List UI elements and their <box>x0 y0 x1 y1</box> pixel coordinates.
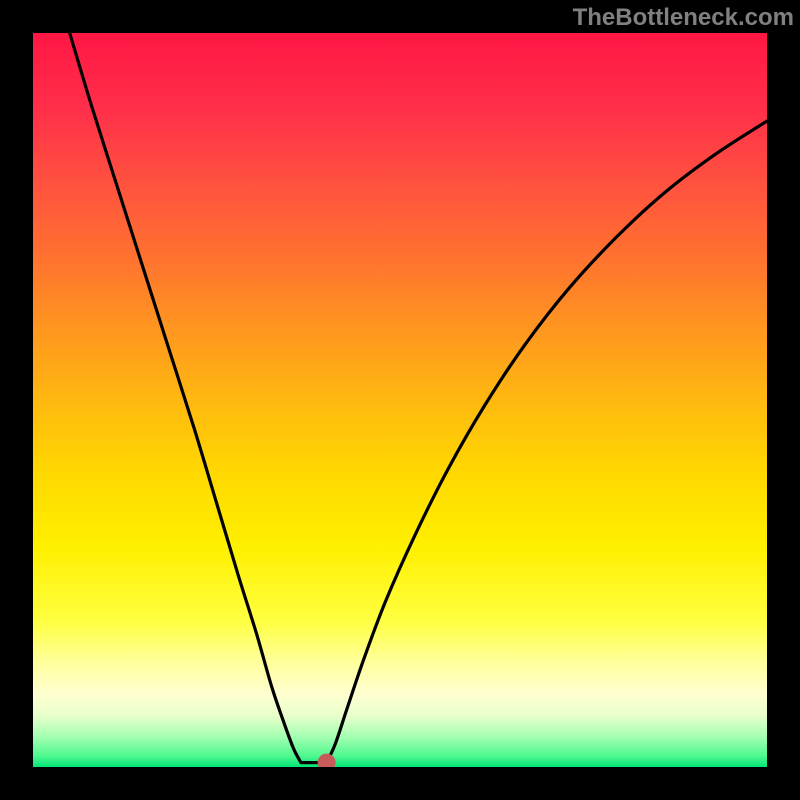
minimum-dot <box>318 754 335 767</box>
curve-path <box>70 33 767 763</box>
plot-area <box>33 33 767 767</box>
chart-container: TheBottleneck.com <box>0 0 800 800</box>
watermark-text: TheBottleneck.com <box>573 4 794 32</box>
bottleneck-curve <box>33 33 767 767</box>
